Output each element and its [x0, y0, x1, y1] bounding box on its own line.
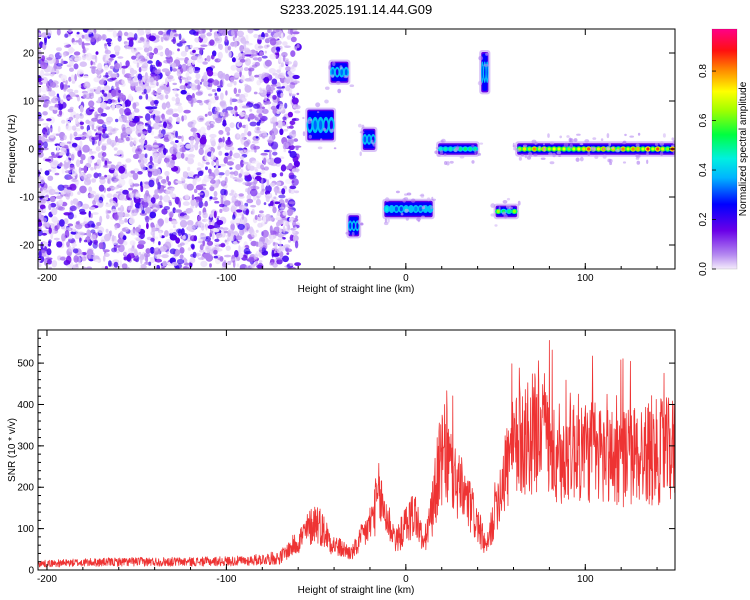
x-tick-label: -200 [37, 574, 57, 585]
colorbar-frame [711, 28, 738, 270]
colorbar-label: Normalized spectral amplitude [738, 81, 749, 216]
y-tick-label: 0 [28, 566, 34, 577]
snr-y-ticks: 0 100 200 300 400 500 [17, 329, 675, 577]
spectrogram-x-axis-label: Height of straight line (km) [298, 284, 415, 295]
colorbar: 0.0 0.2 0.4 0.6 0.8 Normalized spectral ampl… [698, 28, 749, 276]
spectrogram-x-ticks: -200 -100 0 100 [37, 29, 658, 284]
x-tick-label: -100 [216, 574, 236, 585]
figure-title: S233.2025.191.14.44.G09 [280, 2, 433, 17]
colorbar-scale [712, 29, 737, 269]
snr-y-axis-label: SNR (10 * v/v) [7, 418, 18, 482]
spectrogram-y-axis-label: Frequency (Hz) [7, 115, 18, 184]
heatmap-feature [382, 190, 436, 226]
spectrogram-y-ticks: -20 -10 0 10 20 [20, 28, 675, 270]
spectrogram-heatmap [38, 29, 675, 269]
colorbar-ticks: 0.0 0.2 0.4 0.6 0.8 [698, 64, 716, 276]
heatmap-feature [434, 138, 484, 166]
heatmap-feature [302, 99, 337, 150]
x-tick-label: 0 [403, 273, 409, 284]
colorbar-tick-label: 0.2 [698, 212, 709, 226]
snr-series-line [38, 339, 675, 568]
y-tick-label: 300 [17, 441, 34, 452]
heatmap-feature [38, 29, 302, 269]
y-tick-label: -20 [20, 241, 35, 252]
snr-frame [37, 329, 676, 571]
snr-panel: -200 -100 0 100 0 100 200 300 400 500 Height of … [7, 329, 676, 596]
heatmap-feature [325, 59, 355, 94]
colorbar-tick-label: 0.8 [698, 64, 709, 78]
x-tick-label: 0 [403, 574, 409, 585]
heatmap-feature [345, 213, 364, 239]
snr-x-axis-label: Height of straight line (km) [298, 585, 415, 596]
y-tick-label: 200 [17, 483, 34, 494]
colorbar-tick-label: 0.6 [698, 113, 709, 127]
heatmap-feature [477, 50, 491, 95]
y-tick-label: 0 [28, 145, 34, 156]
colorbar-tick-label: 0.0 [698, 262, 709, 276]
heatmap-feature [512, 132, 675, 166]
heatmap-feature [358, 123, 378, 157]
snr-x-ticks: -200 -100 0 100 [37, 330, 658, 585]
y-tick-label: 500 [17, 359, 34, 370]
y-tick-label: 20 [23, 49, 35, 60]
x-tick-label: -100 [216, 273, 236, 284]
y-tick-label: 10 [23, 97, 35, 108]
x-tick-label: 100 [577, 574, 594, 585]
colorbar-tick-label: 0.4 [698, 163, 709, 177]
y-tick-label: 100 [17, 524, 34, 535]
heatmap-feature [490, 197, 521, 227]
x-tick-label: -200 [37, 273, 57, 284]
y-tick-label: 400 [17, 400, 34, 411]
x-tick-label: 100 [577, 273, 594, 284]
y-tick-label: -10 [20, 193, 35, 204]
